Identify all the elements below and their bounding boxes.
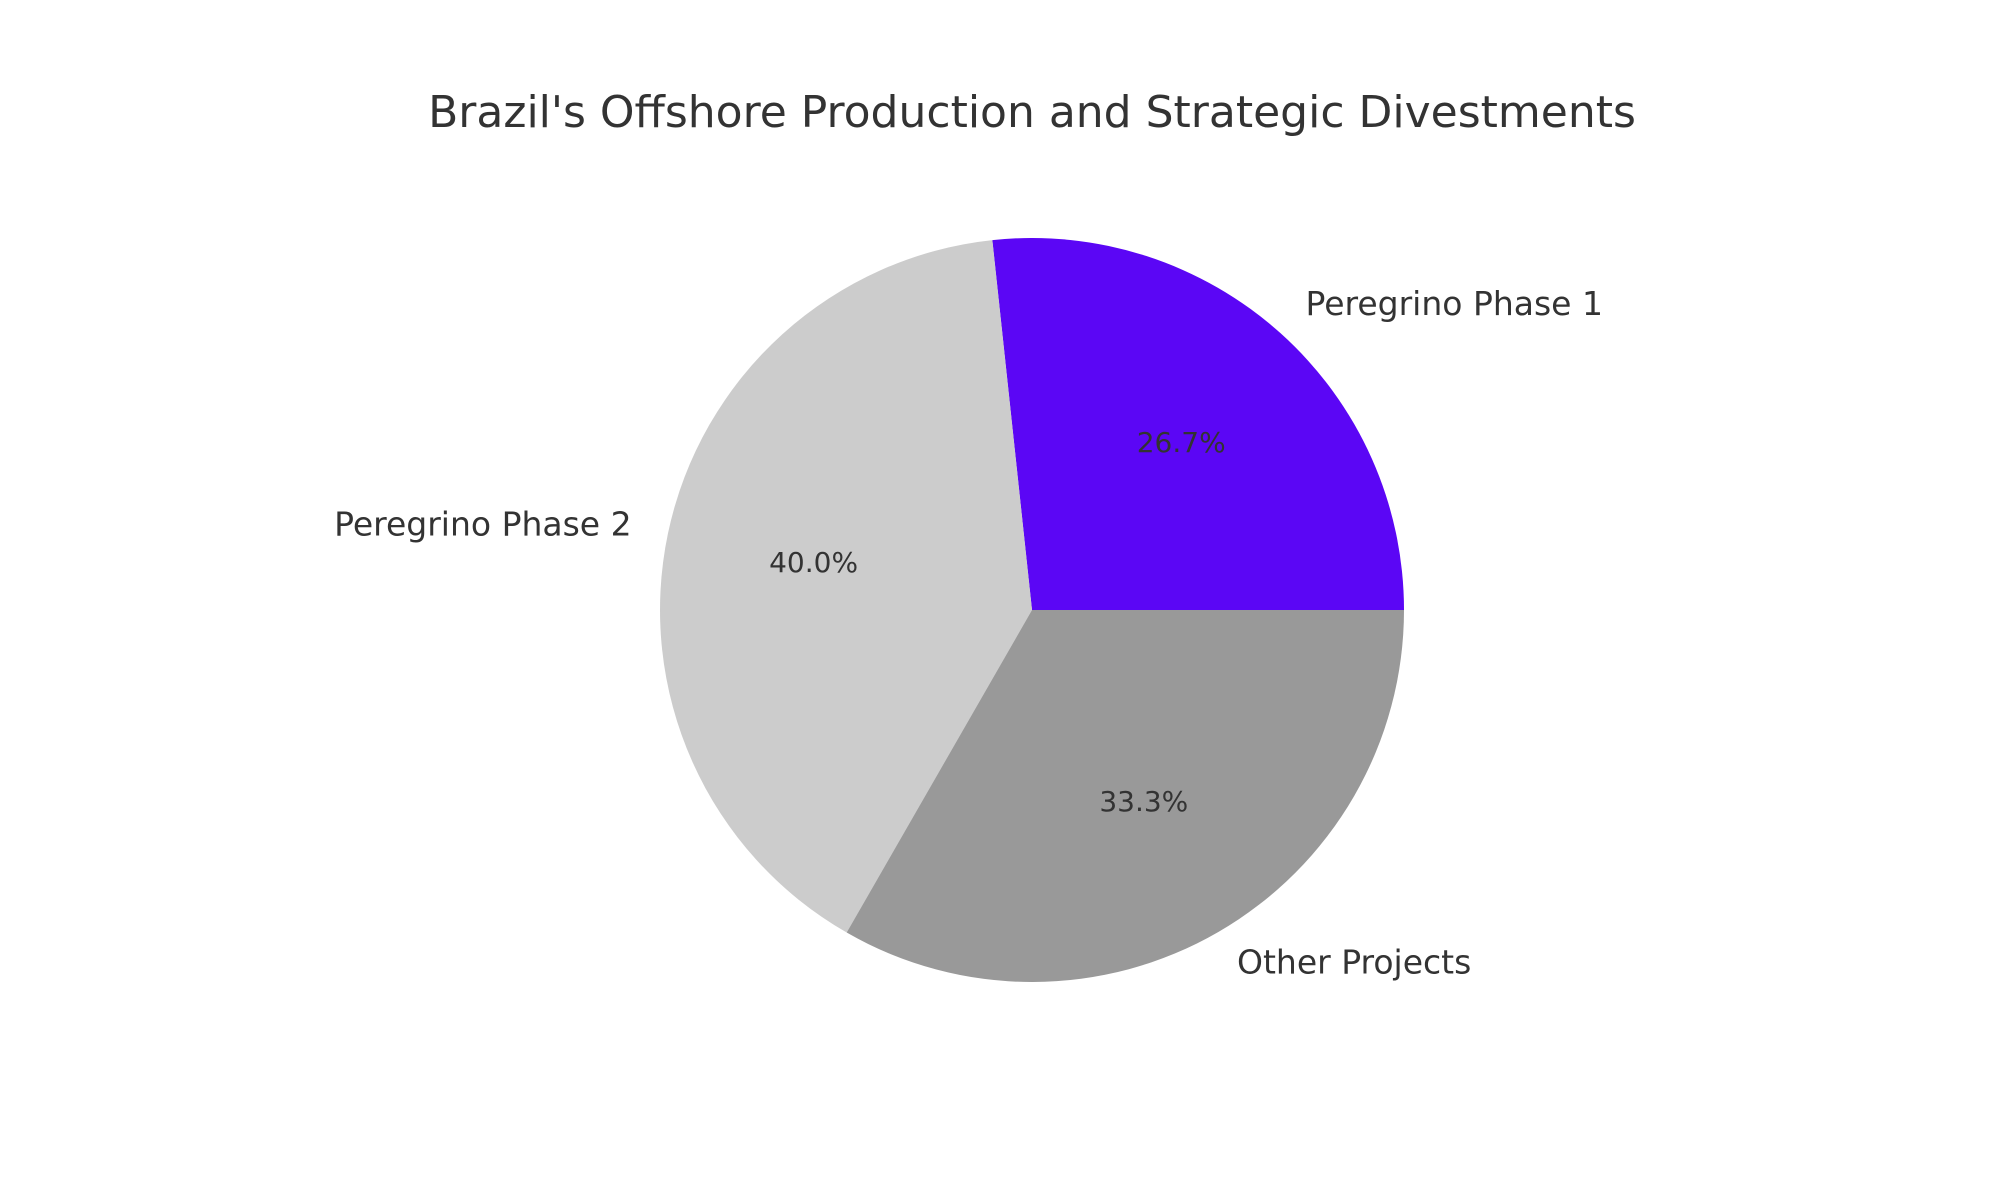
pie-slice-peregrino-phase-2 xyxy=(660,240,1032,933)
pie-slice-peregrino-phase-1 xyxy=(992,237,1404,611)
pie-labels: Peregrino Phase 1 26.7% Peregrino Phase 2 4… xyxy=(334,284,1603,982)
chart-title: Brazil's Offshore Production and Strateg… xyxy=(428,87,1636,138)
slice-percent-peregrino-phase-1: 26.7% xyxy=(1137,426,1226,459)
pie-slices xyxy=(660,237,1404,982)
slice-label-peregrino-phase-2: Peregrino Phase 2 xyxy=(334,504,631,543)
slice-percent-peregrino-phase-2: 40.0% xyxy=(769,546,858,579)
pie-slice-other-projects xyxy=(846,610,1404,982)
slice-label-other-projects: Other Projects xyxy=(1237,943,1471,982)
slice-percent-other-projects: 33.3% xyxy=(1099,785,1188,818)
slice-label-peregrino-phase-1: Peregrino Phase 1 xyxy=(1306,284,1603,323)
